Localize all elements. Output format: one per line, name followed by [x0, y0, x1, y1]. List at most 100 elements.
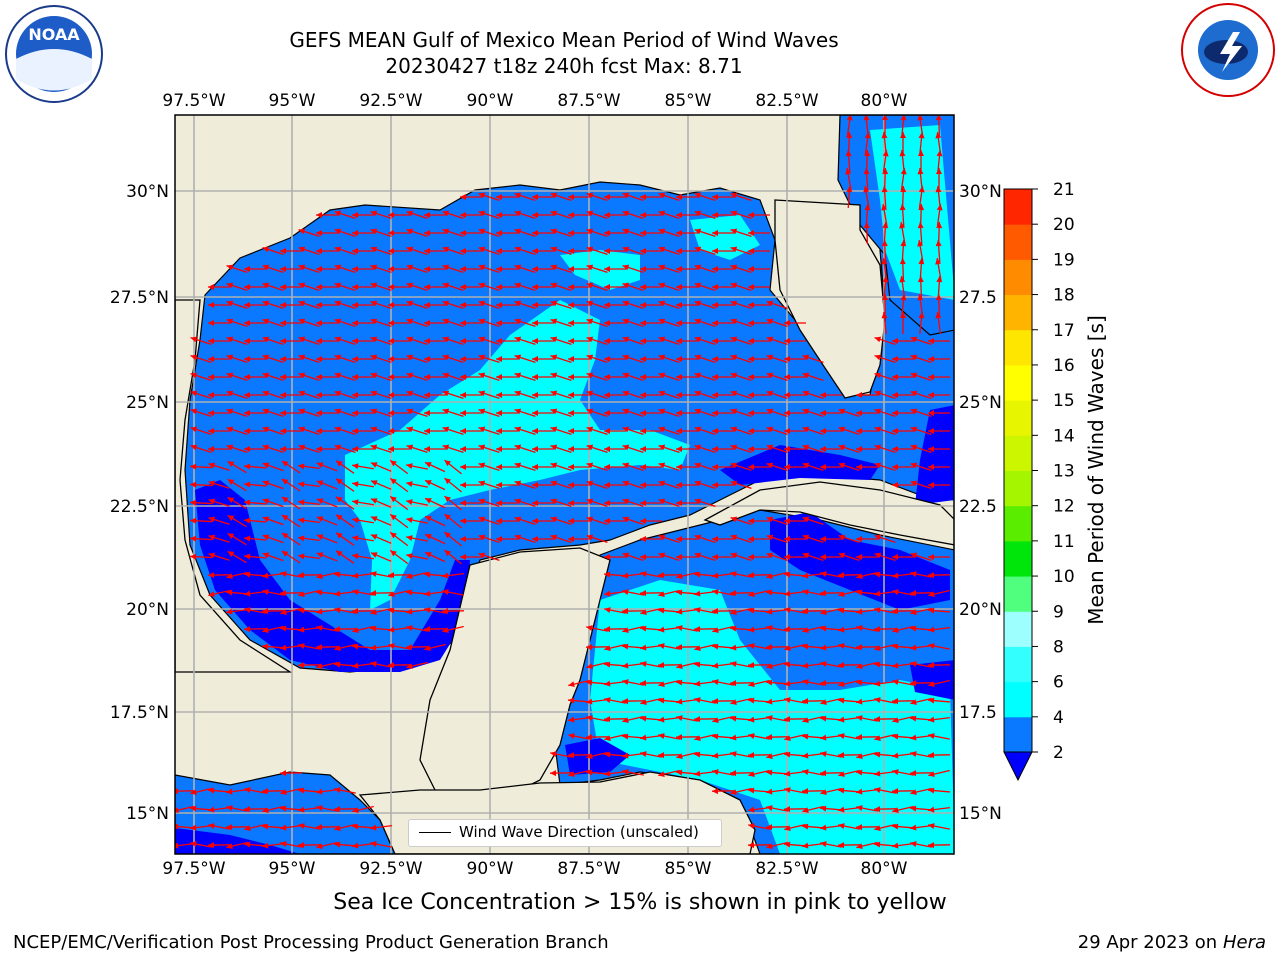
wind-arrow [243, 463, 267, 470]
wind-arrow [639, 715, 663, 722]
wind-arrow [676, 661, 698, 670]
wind-arrow [298, 372, 320, 382]
wind-arrow [639, 680, 663, 687]
colorbar-swatch [1004, 400, 1032, 436]
wind-arrow [928, 464, 950, 470]
colorbar-swatch [1004, 540, 1032, 577]
wind-arrow [444, 531, 462, 547]
wind-arrow [297, 787, 321, 794]
wind-arrow [747, 752, 771, 759]
wind-arrow [712, 302, 734, 308]
wind-arrow [882, 115, 888, 136]
wind-arrow [694, 282, 716, 292]
wind-arrow [694, 354, 716, 364]
wind-arrow [910, 444, 932, 454]
wind-arrow [298, 228, 320, 238]
colorbar-tick-label: 18 [1053, 286, 1075, 306]
wind-arrow [496, 518, 518, 524]
wind-arrow [640, 500, 662, 506]
wind-arrow [208, 320, 230, 326]
wind-arrow [261, 608, 285, 615]
wind-arrow [442, 408, 464, 418]
wind-arrow [514, 300, 536, 310]
wind-arrow [370, 841, 392, 848]
wind-arrow [640, 248, 662, 254]
wind-arrow [622, 264, 644, 274]
wind-arrow [819, 715, 843, 722]
wind-arrow [298, 589, 320, 598]
wind-arrow [460, 230, 482, 236]
blue-patch-bay-of-campeche [195, 480, 470, 672]
wind-arrow [460, 464, 482, 470]
wind-arrow [928, 374, 950, 380]
wind-arrow [370, 552, 392, 562]
wind-arrow [604, 356, 626, 362]
wind-arrow [388, 356, 410, 362]
sea-ice-caption: Sea Ice Concentration > 15% is shown in … [333, 890, 947, 915]
wind-arrow [424, 356, 446, 362]
wind-arrow [622, 300, 644, 310]
wind-arrow [190, 408, 212, 418]
wind-arrow [802, 715, 824, 724]
wind-arrow [622, 318, 644, 328]
wind-arrow [846, 115, 853, 136]
wind-arrow [298, 444, 320, 454]
wind-arrow [676, 284, 698, 290]
wind-arrow [856, 446, 878, 452]
wind-arrow [280, 824, 302, 831]
wind-arrow [352, 356, 374, 362]
wind-arrow [909, 715, 933, 722]
wind-arrow [820, 644, 842, 651]
blue-patch-caribbean-east [910, 660, 954, 700]
wind-arrow [766, 661, 788, 670]
wind-arrow [244, 320, 266, 326]
wind-arrow [316, 625, 338, 632]
wind-arrow [748, 410, 770, 416]
wind-arrow [226, 354, 248, 364]
wind-arrow [881, 185, 888, 209]
wind-arrow [864, 132, 871, 154]
wind-arrow [936, 204, 943, 226]
wind-arrow [514, 336, 536, 346]
wind-arrow [820, 428, 842, 434]
wind-arrow [316, 230, 338, 236]
chart-title: GEFS MEAN Gulf of Mexico Mean Period of … [289, 28, 839, 52]
wind-arrow [335, 550, 355, 564]
wind-arrow [424, 515, 446, 527]
wind-arrow [622, 589, 644, 596]
wind-arrow [351, 608, 375, 615]
wind-arrow [910, 372, 932, 382]
wind-arrow [712, 769, 734, 776]
wind-arrow [532, 374, 554, 380]
wind-arrow [640, 410, 662, 416]
wind-arrow [730, 571, 752, 578]
wind-arrow [766, 462, 788, 472]
wind-arrow [244, 392, 266, 398]
colorbar-swatch [1004, 364, 1032, 401]
wind-arrow [460, 500, 482, 506]
wind-arrow [730, 534, 752, 544]
wind-arrow [874, 680, 896, 687]
wind-arrow [568, 338, 590, 344]
wind-arrow [846, 185, 853, 209]
wind-arrow [389, 531, 409, 547]
wind-arrow [333, 571, 357, 578]
wind-arrow [837, 752, 861, 759]
wind-arrow [334, 426, 356, 436]
wind-arrow [478, 390, 500, 400]
wind-arrow [892, 752, 914, 759]
wind-arrow [694, 480, 716, 490]
colorbar-tick-label: 8 [1053, 637, 1064, 657]
wind-arrow [855, 734, 879, 741]
wind-arrow [622, 480, 644, 490]
colorbar-swatch [1004, 470, 1032, 507]
wind-arrow [405, 644, 429, 651]
wind-arrow [478, 516, 500, 526]
wind-arrow [550, 210, 572, 220]
wind-arrow [874, 372, 896, 382]
wind-arrow [640, 607, 662, 616]
wind-arrow [334, 228, 356, 238]
wind-arrow [316, 446, 338, 452]
wind-arrow [622, 679, 644, 686]
wind-arrow [334, 336, 356, 346]
